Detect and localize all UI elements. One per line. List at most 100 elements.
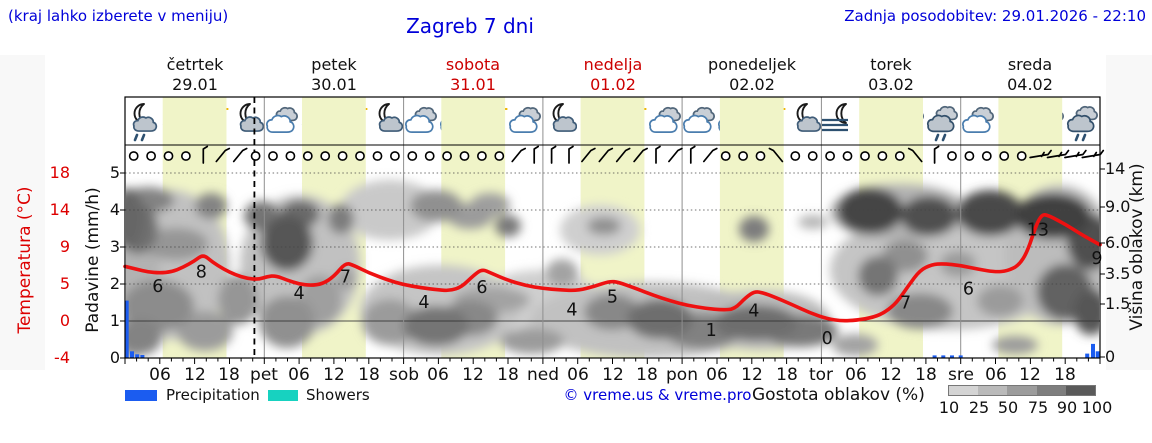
cloud-height-tick: 1.5 xyxy=(1105,294,1131,313)
left-margin-strip xyxy=(0,55,45,370)
wind-calm-icon xyxy=(128,151,139,161)
wind-barb-icon xyxy=(581,147,596,163)
wind-calm-icon xyxy=(807,151,818,161)
temperature-value-label: 1 xyxy=(706,321,717,341)
right-margin-strip xyxy=(1106,55,1152,370)
wind-barb-icon xyxy=(615,147,631,163)
showers-legend-label: Showers xyxy=(306,386,370,404)
wind-calm-icon xyxy=(964,151,975,161)
day-name: torek xyxy=(870,55,912,74)
day-name: ponedeljek xyxy=(708,55,796,74)
wind-barb-icon xyxy=(568,145,574,164)
weather-icon-cloudy xyxy=(682,99,717,145)
weather-icon-night-showers xyxy=(125,99,160,145)
wind-calm-icon xyxy=(738,151,748,161)
wind-barb-icon xyxy=(1046,149,1070,159)
wind-symbol-row xyxy=(128,145,1105,164)
cloud-height-tick: 3.5 xyxy=(1105,264,1131,283)
cloud-density-tick: 25 xyxy=(968,398,990,417)
x-hour-tick: 06 xyxy=(288,365,310,385)
cloud-density-scale-cell xyxy=(1065,386,1096,395)
temperature-tick: -4 xyxy=(54,348,70,367)
wind-calm-icon xyxy=(268,151,278,161)
x-hour-tick: 06 xyxy=(706,365,728,385)
wind-calm-icon xyxy=(790,151,801,161)
x-hour-tick: 18 xyxy=(776,365,798,385)
x-hour-tick: 06 xyxy=(567,365,589,385)
x-hour-tick: 18 xyxy=(1054,365,1076,385)
precipitation-legend-label: Precipitation xyxy=(166,386,260,404)
weather-icon-showers xyxy=(926,99,961,145)
day-name: sreda xyxy=(1007,55,1053,74)
x-hour-tick: 12 xyxy=(462,365,484,385)
wind-calm-icon xyxy=(842,151,853,161)
wind-calm-icon xyxy=(355,151,365,161)
day-name: petek xyxy=(311,55,357,74)
wind-calm-icon xyxy=(1016,151,1027,161)
temperature-tick: 9 xyxy=(59,237,70,256)
wind-calm-icon xyxy=(389,151,400,161)
cloud-density-scale-cell xyxy=(1036,386,1066,395)
day-date: 04.02 xyxy=(1007,75,1053,94)
wind-calm-icon xyxy=(337,151,348,161)
day-date: 29.01 xyxy=(172,75,218,94)
precipitation-bar xyxy=(130,351,134,358)
wind-barb-icon xyxy=(907,147,923,163)
cloud-height-tick: 6.0 xyxy=(1105,233,1131,252)
wind-calm-icon xyxy=(860,151,870,161)
wind-barb-icon xyxy=(1029,149,1052,159)
weather-icon-night-cloudy xyxy=(787,99,822,145)
temperature-value-label: 7 xyxy=(900,294,911,314)
precipitation-bar xyxy=(135,354,140,358)
precipitation-bar xyxy=(1091,343,1095,358)
weather-icon-night-cloudy xyxy=(230,99,265,145)
precipitation-tick: 2 xyxy=(109,274,120,293)
temperature-value-label: 13 xyxy=(1027,221,1049,241)
precipitation-tick: 1 xyxy=(109,311,120,330)
temperature-value-label: 0 xyxy=(822,329,833,349)
wind-barb-icon xyxy=(1081,149,1105,159)
wind-calm-icon xyxy=(180,151,191,161)
wind-calm-icon xyxy=(285,151,296,161)
precipitation-bar xyxy=(140,355,145,358)
wind-calm-icon xyxy=(894,151,905,161)
x-hour-tick: 18 xyxy=(636,365,658,385)
cloud-density-legend-label: Gostota oblakov (%) xyxy=(752,385,925,405)
temperature-value-label: 7 xyxy=(340,268,351,288)
x-day-tick: sre xyxy=(948,365,974,385)
wind-barb-icon xyxy=(215,147,231,163)
temperature-value-label: 4 xyxy=(418,293,429,313)
cloud-height-tick: 9.0 xyxy=(1105,197,1131,216)
precipitation-bar xyxy=(950,355,954,358)
cloud-height-tick: 14 xyxy=(1105,159,1126,178)
wind-barb-icon xyxy=(768,147,784,163)
cloud-height-tick: 0 xyxy=(1105,347,1116,366)
copyright-link[interactable]: © vreme.us & vreme.pro xyxy=(563,386,752,404)
wind-barb-icon xyxy=(655,145,661,164)
temperature-value-label: 6 xyxy=(963,280,974,300)
weather-icon-night-cloudy xyxy=(543,99,578,145)
weather-icon-showers xyxy=(1065,99,1100,145)
wind-calm-icon xyxy=(442,151,452,161)
wind-calm-icon xyxy=(250,151,261,161)
temperature-value-label: 5 xyxy=(607,288,618,308)
last-update: Zadnja posodobitev: 29.01.2026 - 22:10 xyxy=(844,7,1146,25)
weather-icon-night-cloudy xyxy=(369,99,404,145)
wind-barb-icon xyxy=(1064,149,1087,159)
x-hour-tick: 12 xyxy=(741,365,763,385)
precipitation-bar xyxy=(958,355,963,358)
wind-calm-icon xyxy=(877,151,888,161)
x-hour-tick: 12 xyxy=(323,365,345,385)
wind-calm-icon xyxy=(476,151,487,161)
precipitation-tick: 0 xyxy=(109,348,120,367)
wind-barb-icon xyxy=(598,147,614,163)
temperature-value-label: 6 xyxy=(152,277,163,297)
wind-calm-icon xyxy=(494,151,505,161)
cloud-density-scale-cell xyxy=(949,386,979,395)
wind-calm-icon xyxy=(424,151,435,161)
x-hour-tick: 06 xyxy=(985,365,1007,385)
wind-calm-icon xyxy=(407,151,418,161)
wind-calm-icon xyxy=(999,151,1010,161)
weather-icon-cloudy xyxy=(264,99,299,145)
weather-icon-cloudy xyxy=(647,99,682,145)
